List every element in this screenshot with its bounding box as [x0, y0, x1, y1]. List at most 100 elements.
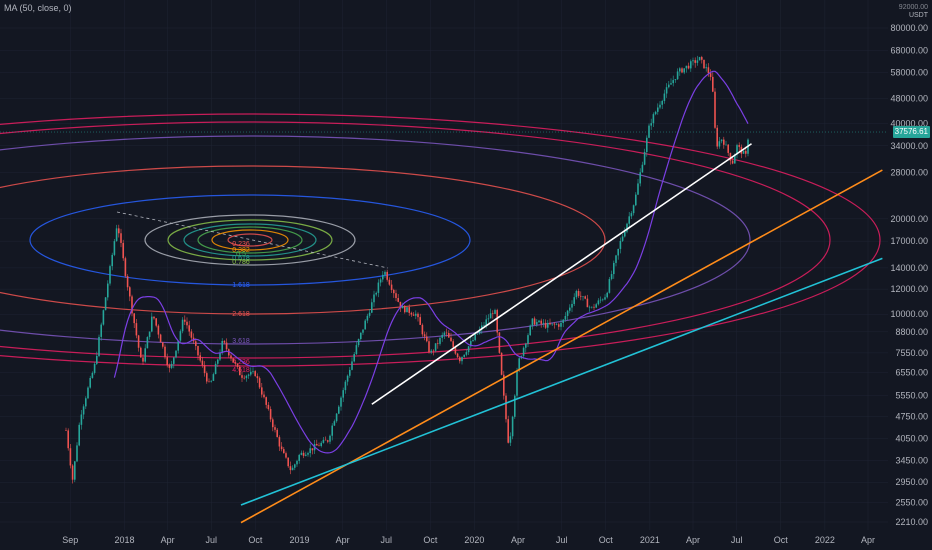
current-price-badge: 37576.61: [892, 126, 930, 138]
candle-body: [320, 442, 322, 447]
candle-body: [472, 340, 474, 342]
candle-body: [318, 445, 320, 447]
candle-body: [364, 320, 366, 330]
time-tick-label: Apr: [161, 535, 175, 545]
candle-body: [133, 313, 135, 324]
candle-body: [195, 341, 197, 347]
candle-body: [696, 60, 699, 63]
candle-body: [109, 266, 111, 284]
candle-body: [540, 320, 542, 324]
candle-body: [223, 340, 226, 343]
candle-body: [120, 233, 122, 243]
candle-body: [597, 300, 600, 305]
candle-body: [371, 302, 373, 313]
candle-body: [599, 299, 602, 301]
price-tick-label: 17000.00: [890, 236, 928, 246]
candle-body: [692, 60, 694, 62]
candle-body: [549, 323, 551, 325]
candle-body: [126, 276, 129, 288]
candle-body: [463, 354, 465, 357]
candle-body: [324, 439, 327, 441]
candle-body: [432, 350, 435, 352]
price-tick-label: 14000.00: [890, 263, 928, 273]
candle-body: [102, 310, 105, 325]
candle-body: [566, 310, 569, 316]
candle-body: [404, 305, 406, 313]
indicator-legend[interactable]: MA (50, close, 0): [4, 3, 72, 13]
candle-body: [140, 347, 142, 358]
candle-body: [701, 57, 703, 60]
price-tick-label: 68000.00: [890, 45, 928, 55]
candle-body: [496, 310, 498, 333]
candle-body: [74, 461, 76, 480]
candle-body: [245, 375, 248, 379]
price-tick-label: 12000.00: [890, 284, 928, 294]
candle-body: [654, 111, 657, 115]
candle-body: [415, 313, 417, 316]
candle-body: [551, 323, 553, 325]
candle-body: [456, 353, 459, 358]
candle-body: [452, 341, 454, 348]
candle-body: [454, 347, 457, 354]
candle-body: [107, 283, 109, 298]
candle-body: [421, 324, 424, 335]
candle-body: [727, 144, 729, 153]
trendline-cyan: [240, 257, 883, 506]
fib-level-label: 0.382: [232, 247, 250, 254]
candle-body: [665, 87, 668, 94]
price-tick-label: 28000.00: [890, 167, 928, 177]
candle-body: [723, 139, 725, 145]
candle-body: [67, 430, 69, 449]
candle-body: [137, 335, 140, 348]
candle-body: [676, 71, 679, 80]
candle-body: [637, 183, 639, 195]
candle-body: [159, 334, 162, 343]
candle-body: [342, 390, 344, 398]
price-tick-label: 80000.00: [890, 23, 928, 33]
candle-body: [267, 404, 270, 410]
candle-body: [558, 324, 560, 327]
price-tick-label: 5550.00: [895, 390, 928, 400]
candle-body: [443, 332, 446, 335]
candle-body: [461, 356, 463, 362]
candle-body: [529, 325, 531, 336]
candle-body: [516, 370, 518, 396]
currency-label: 92000.00 USDT: [899, 4, 928, 20]
time-tick-label: Oct: [774, 535, 789, 545]
fib-level-label: 4.236: [232, 359, 250, 366]
candle-body: [221, 340, 223, 353]
candle-body: [252, 371, 254, 372]
candle-body: [410, 312, 413, 315]
candle-body: [135, 323, 138, 336]
candle-body: [632, 205, 635, 214]
candle-body: [351, 361, 353, 370]
candle-body: [151, 316, 153, 332]
candle-body: [610, 274, 613, 280]
time-tick-label: Jul: [205, 535, 217, 545]
candle-body: [401, 305, 404, 309]
candle-body: [646, 137, 648, 152]
price-tick-label: 4050.00: [895, 434, 928, 444]
candle-body: [494, 310, 496, 314]
candle-body: [294, 464, 296, 468]
candle-body: [635, 194, 637, 206]
fib-ellipse: [0, 135, 751, 345]
time-tick-label: 2018: [114, 535, 134, 545]
candle-body: [98, 336, 100, 356]
candle-body: [705, 67, 707, 69]
candle-body: [505, 395, 507, 420]
time-tick-label: 2022: [815, 535, 835, 545]
candle-body: [641, 164, 644, 173]
candle-body: [714, 91, 716, 128]
moving-average-line: [113, 70, 749, 454]
candle-body: [514, 395, 516, 417]
candle-body: [489, 313, 492, 319]
candle-body: [439, 337, 441, 344]
candle-body: [269, 409, 272, 420]
candle-body: [487, 318, 490, 320]
candle-body: [263, 394, 265, 398]
candle-body: [298, 454, 300, 461]
fib-ellipse: [167, 219, 333, 261]
